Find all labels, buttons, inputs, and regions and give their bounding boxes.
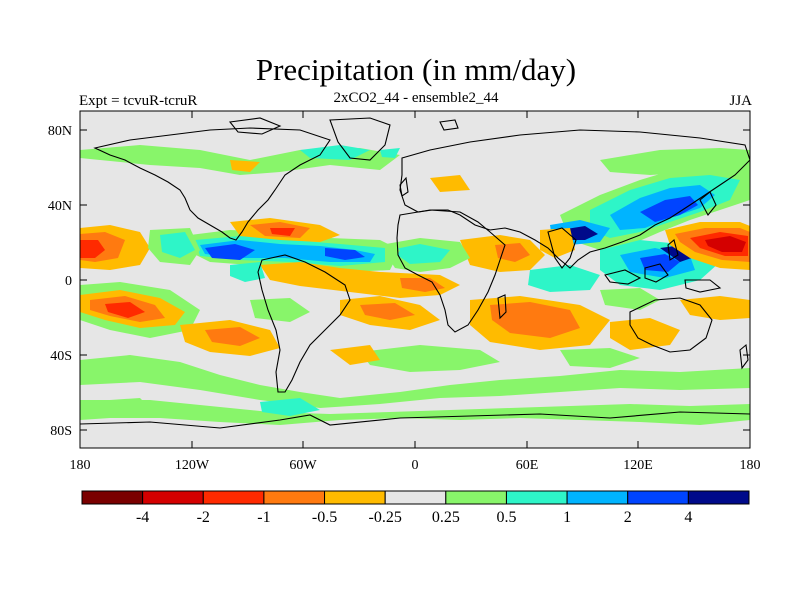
lon-tick-label: 0	[412, 458, 419, 473]
colorbar: -4 -2 -1 -0.5 -0.25 0.25 0.5 1 2 4	[81, 490, 750, 526]
coastline-svalbard	[439, 119, 459, 131]
coastline-eurasia	[399, 129, 750, 269]
anomaly-region	[705, 236, 746, 252]
colorbar-swatch	[81, 490, 144, 505]
colorbar-label: 0.25	[432, 509, 460, 526]
coastline-africa	[396, 209, 506, 333]
coastline-arctic-islands	[228, 117, 282, 135]
colorbar-label: -2	[197, 509, 210, 526]
coastline-greenland	[329, 117, 391, 161]
anomaly-region	[330, 345, 380, 365]
colorbar-swatch	[202, 490, 265, 505]
colorbar-swatch	[627, 490, 689, 505]
colorbar-label: -4	[136, 509, 149, 526]
anomaly-region	[380, 148, 400, 158]
colorbar-label: -0.25	[369, 509, 402, 526]
anomaly-region	[260, 398, 320, 416]
lat-tick-label: 80N	[48, 124, 72, 139]
colorbar-swatch	[384, 490, 447, 505]
lon-tick-label: 120W	[175, 458, 210, 473]
anomaly-region	[205, 327, 260, 346]
lon-tick-label: 180	[70, 458, 91, 473]
experiment-label: Expt = tcvuR-tcruR	[79, 93, 198, 109]
map-subtitle: 2xCO2_44 - ensemble2_44	[333, 90, 499, 106]
coastline-new-zealand	[739, 343, 749, 370]
lon-tick-label: 120E	[623, 458, 653, 473]
lon-tick-label: 60E	[516, 458, 539, 473]
anomaly-region	[560, 348, 640, 368]
lon-tick-label: 180	[740, 458, 761, 473]
anomaly-region	[270, 228, 295, 236]
lat-tick-label: 40S	[50, 349, 72, 364]
anomaly-region	[360, 303, 415, 320]
colorbar-swatch	[324, 490, 386, 505]
coastline-borneo	[644, 263, 669, 283]
coastline-india	[547, 227, 577, 269]
anomaly-region	[325, 248, 365, 260]
anomaly-region	[80, 382, 750, 414]
longitude-axis: 180 120W 60W 0 60E 120E 180	[70, 111, 761, 473]
coastline-north-america	[93, 127, 331, 241]
anomaly-region	[250, 298, 310, 322]
anomaly-region	[490, 302, 580, 338]
colorbar-swatch	[687, 490, 750, 505]
coastline-antarctica	[80, 411, 750, 429]
anomaly-region	[160, 232, 195, 258]
anomaly-region	[230, 160, 260, 172]
anomaly-region	[528, 265, 600, 292]
coastlines	[80, 117, 750, 429]
anomaly-region	[640, 196, 698, 222]
lat-tick-label: 0	[65, 274, 72, 289]
anomaly-region	[205, 244, 255, 260]
colorbar-swatch	[263, 490, 326, 505]
colorbar-swatch	[505, 490, 568, 505]
precip-anomaly-field	[80, 145, 750, 425]
coastline-australia	[629, 297, 713, 353]
anomaly-region	[400, 278, 445, 292]
coastline-japan	[699, 191, 717, 216]
colorbar-label: 2	[624, 509, 632, 526]
lat-tick-label: 80S	[50, 424, 72, 439]
coastline-uk	[399, 176, 409, 197]
anomaly-region	[430, 175, 470, 192]
anomaly-region	[110, 398, 150, 412]
lat-tick-label: 40N	[48, 199, 72, 214]
anomaly-region	[80, 240, 105, 258]
colorbar-label: 0.5	[496, 509, 516, 526]
colorbar-label: -1	[257, 509, 270, 526]
lon-tick-label: 60W	[289, 458, 317, 473]
colorbar-label: 1	[563, 509, 571, 526]
anomaly-region	[360, 345, 500, 372]
season-label: JJA	[729, 93, 752, 109]
colorbar-swatch	[566, 490, 629, 505]
anomaly-region	[230, 262, 265, 282]
coastline-south-america	[257, 254, 351, 393]
map-title: Precipitation (in mm/day)	[255, 52, 577, 87]
coastline-philippines	[667, 239, 679, 261]
colorbar-label: 4	[684, 509, 692, 526]
anomaly-region	[680, 296, 750, 320]
coastline-madagascar	[497, 294, 507, 320]
colorbar-label: -0.5	[312, 509, 337, 526]
latitude-axis: 80N 40N 0 40S 80S	[48, 124, 750, 439]
colorbar-swatch	[445, 490, 507, 505]
anomaly-region	[105, 302, 145, 318]
anomaly-region	[390, 244, 450, 264]
anomaly-region	[610, 318, 680, 350]
coastline-indonesia	[604, 269, 642, 285]
colorbar-swatch	[142, 490, 204, 505]
coastline-new-guinea	[684, 279, 722, 293]
